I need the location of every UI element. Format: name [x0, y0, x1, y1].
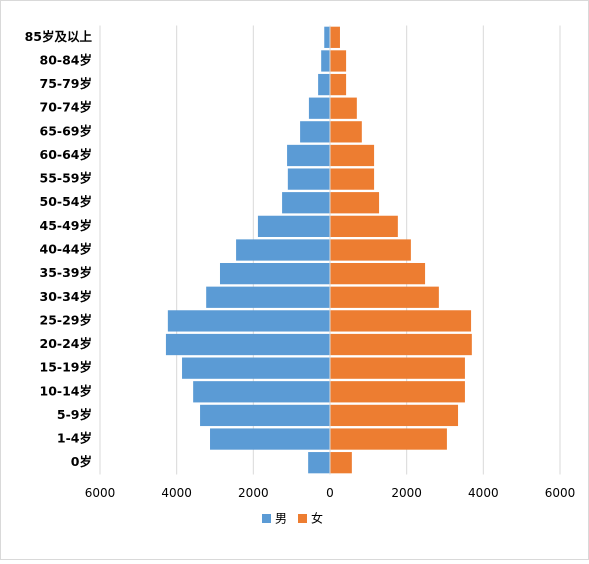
bar	[321, 50, 330, 72]
bar	[330, 73, 347, 96]
bar	[330, 26, 340, 48]
legend-swatch	[298, 514, 307, 523]
y-tick-label: 45-49岁	[40, 218, 92, 233]
bar	[287, 168, 330, 190]
bar	[182, 357, 330, 379]
bar	[330, 333, 472, 356]
y-tick-label: 0岁	[71, 454, 92, 469]
x-tick-label: 6000	[85, 486, 116, 500]
y-tick-label: 60-64岁	[40, 147, 92, 162]
bar	[193, 381, 330, 403]
bar	[206, 286, 330, 308]
y-tick-label: 55-59岁	[40, 171, 92, 186]
y-tick-label: 70-74岁	[40, 100, 92, 115]
y-tick-label: 1-4岁	[57, 431, 92, 446]
y-tick-label: 75-79岁	[40, 76, 92, 91]
bar	[330, 121, 362, 143]
bar	[287, 144, 330, 167]
bar	[330, 381, 465, 403]
y-tick-label: 5-9岁	[57, 407, 92, 422]
bar	[330, 50, 347, 72]
bar	[324, 26, 330, 48]
y-tick-label: 65-69岁	[40, 123, 92, 138]
bar	[318, 73, 330, 96]
x-tick-label: 6000	[545, 486, 576, 500]
bar	[200, 404, 330, 427]
y-tick-label: 20-24岁	[40, 336, 92, 351]
x-tick-label: 4000	[161, 486, 192, 500]
bar	[330, 215, 398, 238]
x-tick-label: 2000	[238, 486, 269, 500]
y-tick-label: 10-14岁	[40, 383, 92, 398]
y-tick-label: 30-34岁	[40, 289, 92, 304]
y-tick-label: 15-19岁	[40, 360, 92, 375]
bar	[330, 428, 447, 450]
bar	[330, 404, 459, 427]
x-tick-label: 4000	[468, 486, 499, 500]
bar	[330, 97, 357, 119]
y-tick-label: 50-54岁	[40, 194, 92, 209]
bar	[330, 168, 375, 190]
bar	[236, 239, 330, 261]
bar	[165, 333, 330, 356]
bar	[219, 262, 330, 285]
y-tick-label: 85岁及以上	[25, 29, 93, 44]
bar	[308, 97, 330, 119]
bar	[210, 428, 330, 450]
legend-swatch	[262, 514, 271, 523]
x-tick-label: 2000	[391, 486, 422, 500]
bar	[167, 310, 330, 332]
bar	[308, 452, 330, 474]
bar	[330, 239, 411, 261]
bar	[330, 357, 465, 379]
bar	[282, 192, 330, 214]
bar	[330, 144, 375, 167]
bar	[330, 262, 426, 285]
bar	[330, 192, 380, 214]
legend-label: 男	[275, 512, 287, 526]
legend-label: 女	[311, 511, 323, 526]
bar	[257, 215, 330, 238]
bar	[330, 452, 352, 474]
bar	[330, 286, 439, 308]
y-tick-label: 80-84岁	[40, 52, 92, 67]
y-tick-label: 35-39岁	[40, 265, 92, 280]
y-tick-label: 40-44岁	[40, 242, 92, 257]
y-tick-label: 25-29岁	[40, 312, 92, 327]
bar	[330, 310, 472, 332]
bar	[300, 121, 330, 143]
x-tick-label: 0	[326, 486, 334, 500]
